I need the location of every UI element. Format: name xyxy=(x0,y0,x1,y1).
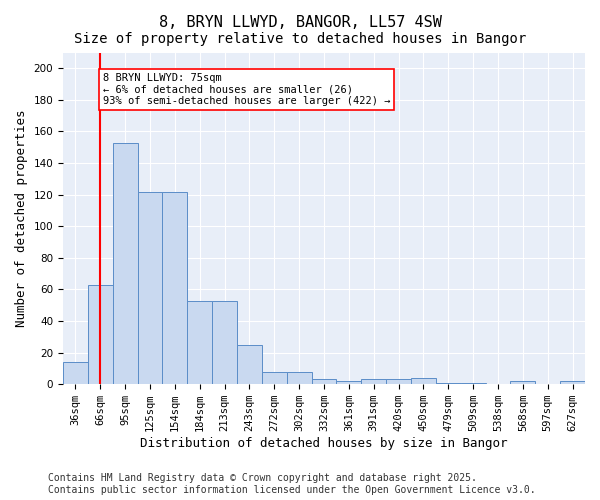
Bar xyxy=(237,344,262,384)
Bar xyxy=(137,192,163,384)
Bar xyxy=(511,381,535,384)
Bar xyxy=(63,362,88,384)
Bar xyxy=(262,372,287,384)
Bar xyxy=(560,381,585,384)
Bar xyxy=(88,284,113,384)
Bar xyxy=(113,142,137,384)
Text: Size of property relative to detached houses in Bangor: Size of property relative to detached ho… xyxy=(74,32,526,46)
Bar xyxy=(361,380,386,384)
Bar xyxy=(212,300,237,384)
Bar xyxy=(163,192,187,384)
Y-axis label: Number of detached properties: Number of detached properties xyxy=(15,110,28,327)
Bar xyxy=(287,372,311,384)
Text: 8, BRYN LLWYD, BANGOR, LL57 4SW: 8, BRYN LLWYD, BANGOR, LL57 4SW xyxy=(158,15,442,30)
Bar xyxy=(337,381,361,384)
Bar xyxy=(461,382,485,384)
Bar xyxy=(436,382,461,384)
Bar xyxy=(187,300,212,384)
Bar xyxy=(386,380,411,384)
Bar xyxy=(311,380,337,384)
Text: Contains HM Land Registry data © Crown copyright and database right 2025.
Contai: Contains HM Land Registry data © Crown c… xyxy=(48,474,536,495)
Bar xyxy=(411,378,436,384)
X-axis label: Distribution of detached houses by size in Bangor: Distribution of detached houses by size … xyxy=(140,437,508,450)
Text: 8 BRYN LLWYD: 75sqm
← 6% of detached houses are smaller (26)
93% of semi-detache: 8 BRYN LLWYD: 75sqm ← 6% of detached hou… xyxy=(103,73,390,106)
